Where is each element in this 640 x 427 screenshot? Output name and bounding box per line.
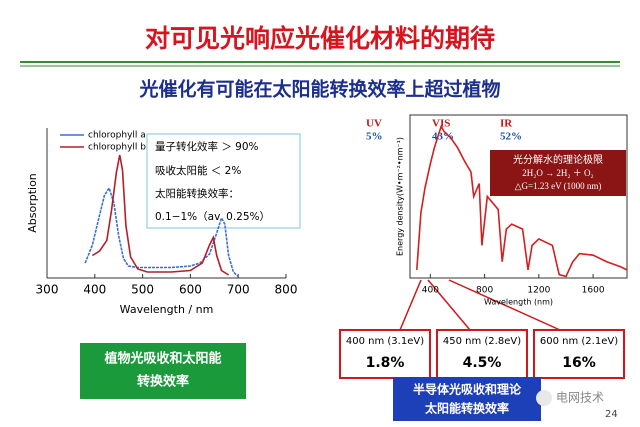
x-tick-label: 300 [36, 283, 59, 297]
info-line: 量子转化效率 ＞ 90% [155, 140, 259, 153]
connector [399, 279, 422, 331]
connector [427, 279, 471, 331]
info-line: 太阳能转换效率： [155, 187, 239, 200]
band-share: 52% [500, 131, 522, 143]
plant-text: 转换效率 [137, 374, 189, 390]
band-share: 43% [432, 131, 454, 143]
efficiency-value: 1.8% [366, 355, 405, 371]
x-tick-label: 700 [227, 283, 250, 297]
water-text: △G=1.23 eV (1000 nm) [515, 181, 602, 191]
x-tick-label: 1600 [582, 286, 605, 296]
title: 对可见光响应光催化材料的期待 [145, 24, 495, 53]
semiconductor-box [393, 377, 541, 421]
info-line: 吸收太阳能 ＜ 2% [155, 164, 241, 177]
plant-text: 植物光吸收和太阳能 [103, 351, 221, 367]
x-tick-label: 1200 [527, 286, 550, 296]
x-tick-label: 500 [131, 283, 154, 297]
x-tick-label: 800 [275, 283, 298, 297]
band-name: IR [500, 118, 513, 130]
legend-label: chlorophyll b [88, 143, 146, 153]
x-tick-label: 800 [476, 286, 493, 296]
plant-box [80, 343, 246, 399]
series-line [91, 154, 230, 276]
efficiency-box [339, 329, 431, 379]
water-text: 光分解水的理论极限 [513, 153, 603, 166]
x-tick-label: 600 [179, 283, 202, 297]
water-text: 2H₂O → 2H₂ ＋ O₂ [522, 168, 593, 178]
band-name: VIS [432, 118, 450, 130]
watermark: 电网技术 [556, 391, 604, 405]
info-box [146, 133, 301, 229]
semiconductor-text: 半导体光吸收和理论 [413, 382, 522, 397]
x-tick-label: 400 [83, 283, 106, 297]
y-axis-label: Energy density(W•m⁻²•nm⁻¹) [396, 137, 405, 256]
x-tick-label: 400 [422, 286, 439, 296]
efficiency-label: 400 nm (3.1eV) [346, 336, 424, 347]
efficiency-value: 16% [562, 355, 596, 371]
y-axis-label: Absorption [26, 173, 39, 233]
info-line: 0.1−1%（av. 0.25%） [155, 211, 270, 223]
band-share: 5% [366, 131, 383, 143]
page-number: 24 [605, 409, 618, 420]
band-name: UV [366, 118, 382, 130]
series-line [84, 186, 239, 278]
connector [448, 279, 561, 331]
watermark-icon [536, 390, 552, 406]
legend-label: chlorophyll a [88, 131, 146, 141]
efficiency-label: 450 nm (2.8eV) [443, 336, 521, 347]
semiconductor-text: 太阳能转换效率 [425, 401, 509, 416]
subtitle: 光催化有可能在太阳能转换效率上超过植物 [138, 78, 500, 101]
series-line [416, 124, 628, 278]
x-axis-label: Wavelength / nm [120, 303, 214, 316]
water-box [490, 150, 626, 196]
efficiency-box [533, 329, 625, 379]
efficiency-value: 4.5% [463, 355, 502, 371]
x-axis-label: Wavelength (nm) [484, 298, 553, 307]
efficiency-label: 600 nm (2.1eV) [540, 336, 618, 347]
